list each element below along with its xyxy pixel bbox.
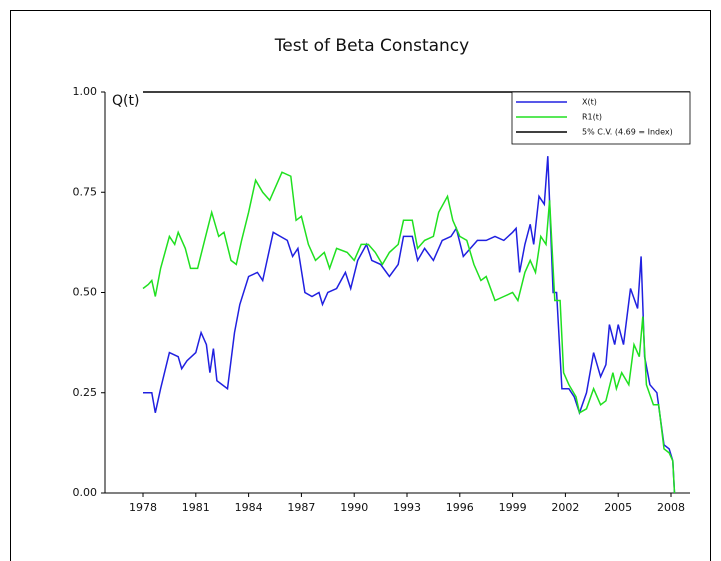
x-tick-label: 1978 bbox=[129, 501, 157, 514]
x-tick-label: 1996 bbox=[446, 501, 474, 514]
x-tick-label: 2008 bbox=[657, 501, 685, 514]
x-tick-label: 2002 bbox=[551, 501, 579, 514]
legend-label: R1(t) bbox=[582, 113, 602, 122]
x-tick-label: 1987 bbox=[287, 501, 315, 514]
legend-label: 5% C.V. (4.69 = Index) bbox=[582, 128, 673, 137]
y-tick-label: 0.25 bbox=[73, 386, 98, 399]
legend-label: X(t) bbox=[582, 98, 597, 107]
x-tick-label: 1993 bbox=[393, 501, 421, 514]
series-line bbox=[143, 156, 676, 494]
legend-box bbox=[511, 91, 691, 145]
series-line bbox=[142, 171, 676, 494]
x-tick-label: 2005 bbox=[604, 501, 632, 514]
x-tick-label: 1984 bbox=[235, 501, 263, 514]
frame bbox=[10, 10, 711, 561]
y-axis-label: Q(t) bbox=[112, 93, 139, 109]
y-tick-label: 0.75 bbox=[73, 185, 98, 198]
chart-title: Test of Beta Constancy bbox=[274, 36, 469, 56]
y-tick-label: 1.00 bbox=[73, 85, 98, 98]
y-tick-label: 0.00 bbox=[73, 486, 98, 499]
x-tick-label: 1990 bbox=[340, 501, 368, 514]
x-tick-label: 1999 bbox=[499, 501, 527, 514]
x-tick-label: 1981 bbox=[182, 501, 210, 514]
y-tick-label: 0.50 bbox=[73, 286, 98, 299]
